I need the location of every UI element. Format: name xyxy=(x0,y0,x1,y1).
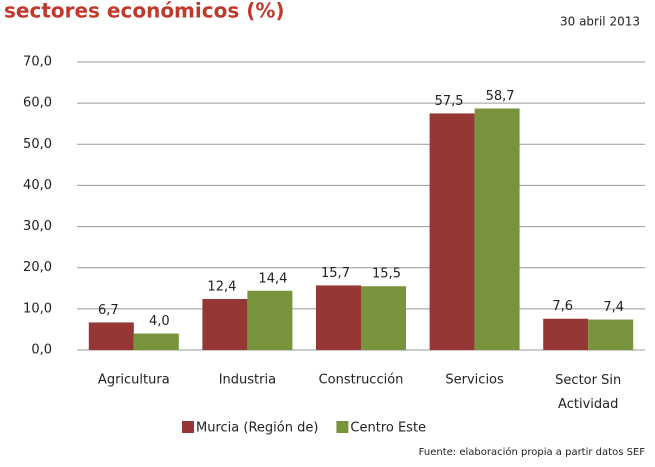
data-label: 12,4 xyxy=(207,279,236,294)
y-tick-label: 0,0 xyxy=(31,343,52,358)
legend-swatch xyxy=(182,421,194,433)
data-label: 58,7 xyxy=(486,89,515,104)
y-tick-label: 60,0 xyxy=(23,96,52,111)
data-label: 57,5 xyxy=(435,94,464,109)
x-tick-label: Industria xyxy=(219,373,276,388)
y-tick-label: 40,0 xyxy=(23,178,52,193)
y-tick-label: 10,0 xyxy=(23,301,52,316)
data-label: 14,4 xyxy=(258,271,287,286)
bar xyxy=(474,108,520,351)
chart-title: sectores económicos (%) xyxy=(4,0,285,23)
x-tick-label: Sector Sin Actividad xyxy=(555,373,621,412)
source-note: Fuente: elaboración propia a partir dato… xyxy=(419,446,646,458)
x-tick-label: Agricultura xyxy=(98,373,170,388)
x-tick-label: Construcción xyxy=(319,373,404,388)
y-tick-label: 50,0 xyxy=(23,137,52,152)
x-tick-label: Servicios xyxy=(445,373,504,388)
data-label: 7,4 xyxy=(603,300,624,315)
bar xyxy=(202,298,248,350)
bar xyxy=(361,286,406,350)
legend-label: Murcia (Región de) xyxy=(196,421,318,436)
data-label: 15,7 xyxy=(321,266,350,281)
data-label: 6,7 xyxy=(98,303,119,318)
legend-swatch xyxy=(336,421,349,433)
bar xyxy=(247,290,293,350)
y-tick-label: 30,0 xyxy=(23,219,52,234)
bar xyxy=(88,322,134,350)
bar xyxy=(588,319,634,350)
data-label: 4,0 xyxy=(149,314,170,329)
bar xyxy=(316,285,361,350)
date: 30 abril 2013 xyxy=(560,15,640,29)
data-label: 15,5 xyxy=(372,267,401,282)
bar xyxy=(429,113,475,350)
bar xyxy=(543,318,589,350)
legend-label: Centro Este xyxy=(350,421,426,436)
data-label: 7,6 xyxy=(552,299,573,314)
y-tick-label: 20,0 xyxy=(23,260,52,275)
y-tick-label: 70,0 xyxy=(23,55,52,70)
bar xyxy=(133,333,179,350)
